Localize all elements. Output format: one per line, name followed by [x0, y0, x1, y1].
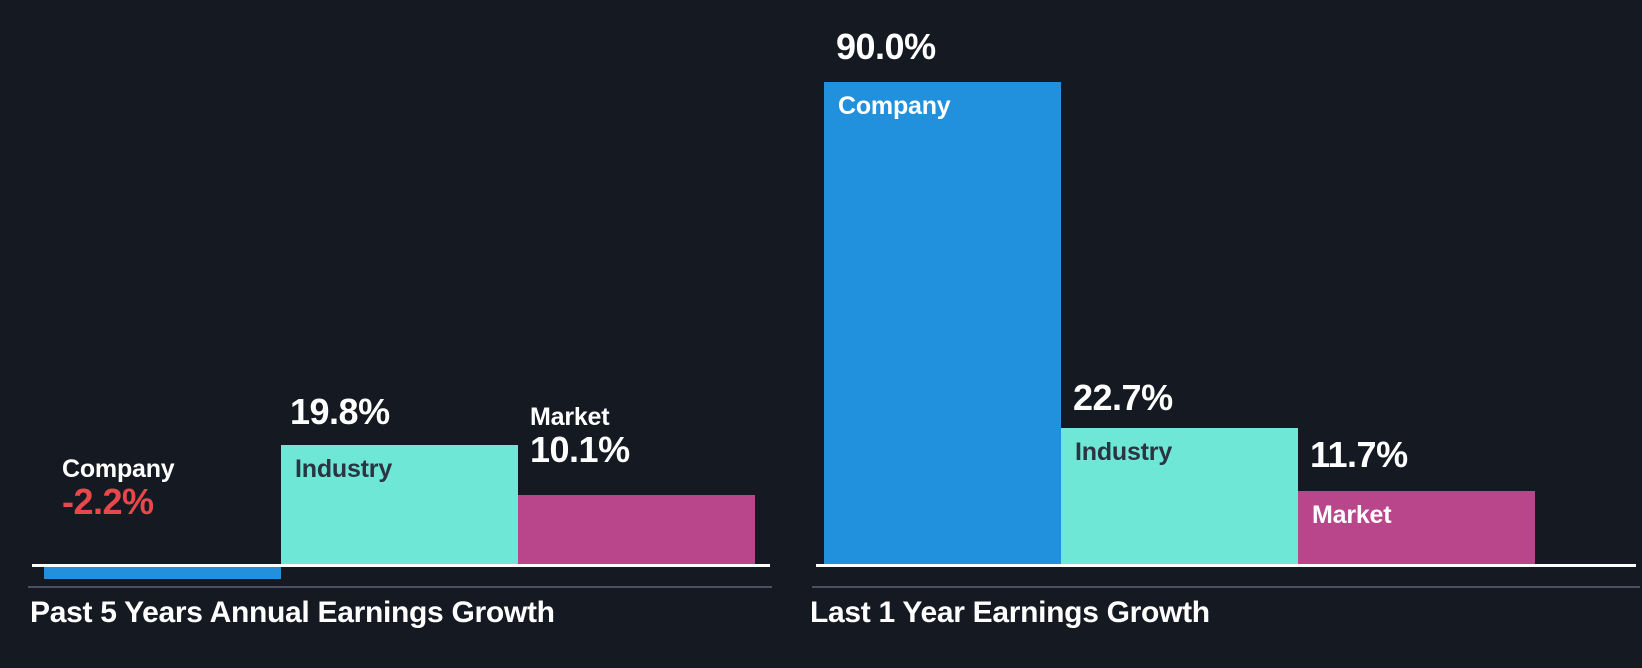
- bar-industry-past-5-years[interactable]: Industry: [281, 445, 518, 567]
- plot-area-past-5-years: Company -2.2% 19.8% Industry Market 10.1…: [32, 0, 770, 579]
- bar-market-last-1-year[interactable]: Market: [1298, 491, 1535, 567]
- bar-company-last-1-year[interactable]: Company: [824, 82, 1061, 567]
- company-value-block-last-1-year: 90.0%: [836, 26, 936, 67]
- market-callout-past-5-years: Market 10.1%: [530, 403, 630, 469]
- industry-value-block-past-5-years: 19.8%: [290, 391, 390, 432]
- caption-past-5-years: Past 5 Years Annual Earnings Growth: [30, 596, 555, 629]
- axis-baseline-past-5-years: [32, 564, 770, 567]
- company-label-past-5-years: Company: [62, 455, 175, 483]
- caption-last-1-year: Last 1 Year Earnings Growth: [810, 596, 1210, 629]
- market-value-last-1-year: 11.7%: [1310, 434, 1408, 475]
- market-label-past-5-years: Market: [530, 403, 610, 431]
- chart-past-5-years: Company -2.2% 19.8% Industry Market 10.1…: [0, 0, 810, 668]
- company-label-last-1-year: Company: [838, 92, 951, 120]
- company-callout-past-5-years: Company -2.2%: [62, 455, 175, 521]
- company-value-past-5-years: -2.2%: [62, 481, 154, 522]
- industry-value-past-5-years: 19.8%: [290, 391, 390, 432]
- chart-last-1-year: 90.0% Company 22.7% Industry 11.7% Marke…: [810, 0, 1642, 668]
- industry-label-last-1-year: Industry: [1075, 438, 1173, 466]
- chart-divider-past-5-years: [28, 586, 772, 588]
- industry-value-block-last-1-year: 22.7%: [1073, 377, 1173, 418]
- plot-area-last-1-year: 90.0% Company 22.7% Industry 11.7% Marke…: [816, 0, 1636, 567]
- market-label-last-1-year: Market: [1312, 501, 1392, 529]
- axis-baseline-last-1-year: [816, 564, 1636, 567]
- bar-market-past-5-years[interactable]: [518, 495, 755, 567]
- bar-industry-last-1-year[interactable]: Industry: [1061, 428, 1298, 567]
- market-value-block-last-1-year: 11.7%: [1310, 434, 1408, 475]
- chart-divider-last-1-year: [812, 586, 1640, 588]
- bar-company-past-5-years[interactable]: [44, 567, 281, 579]
- company-value-last-1-year: 90.0%: [836, 26, 936, 67]
- industry-label-past-5-years: Industry: [295, 455, 393, 483]
- industry-value-last-1-year: 22.7%: [1073, 377, 1173, 418]
- market-value-past-5-years: 10.1%: [530, 429, 630, 470]
